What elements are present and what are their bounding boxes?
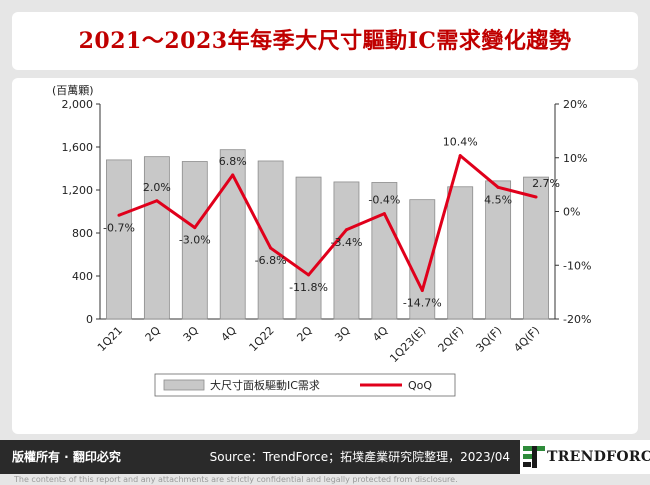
qoq-data-label: 2.0%: [143, 181, 171, 194]
x-tick-label: 1Q23(E): [387, 324, 428, 365]
x-tick-label: 3Q: [332, 324, 353, 345]
x-tick-label: 3Q: [181, 324, 202, 345]
bar: [181, 161, 208, 320]
qoq-data-label: -14.7%: [403, 297, 442, 310]
y-left-tick-label: 1,200: [62, 184, 94, 197]
qoq-data-label: -3.0%: [179, 234, 211, 247]
page-title: 2021～2023年每季大尺寸驅動IC需求變化趨勢: [78, 28, 572, 54]
qoq-point: [382, 212, 386, 216]
qoq-point: [458, 154, 462, 158]
qoq-point: [420, 289, 424, 293]
y-left-tick-label: 1,600: [62, 141, 94, 154]
qoq-data-label: -3.4%: [330, 236, 362, 249]
qoq-point: [193, 226, 197, 230]
qoq-data-label: -0.7%: [103, 221, 135, 234]
qoq-point: [269, 246, 273, 250]
qoq-data-label: 6.8%: [219, 155, 247, 168]
bar: [485, 180, 512, 320]
y-left-tick-label: 400: [72, 270, 93, 283]
bar: [257, 160, 284, 320]
legend-label-bar: 大尺寸面板驅動IC需求: [210, 378, 320, 392]
bar: [523, 176, 549, 320]
x-tick-label: 3Q(F): [473, 324, 504, 355]
qoq-line: [118, 154, 537, 293]
x-tick-label: 1Q21: [95, 324, 125, 354]
qoq-point: [307, 273, 311, 277]
confidentiality-disclaimer: The contents of this report and any atta…: [14, 475, 458, 484]
qoq-data-label: -11.8%: [289, 281, 328, 294]
y-left-tick-label: 2,000: [62, 98, 94, 111]
qoq-point: [117, 213, 121, 217]
title-panel: [12, 12, 638, 70]
bar: [447, 186, 474, 320]
bar: [371, 182, 398, 320]
y-right-tick-label: 20%: [563, 98, 587, 111]
bar: [333, 181, 360, 320]
qoq-point: [496, 185, 500, 189]
legend-bar-swatch: [163, 379, 205, 391]
legend-box: [154, 373, 456, 397]
x-tick-label: 4Q: [219, 324, 240, 345]
trendforce-logo-icon: [523, 446, 545, 468]
y-left-tick-label: 800: [72, 227, 93, 240]
bar: [143, 156, 170, 320]
qoq-point: [534, 195, 538, 199]
x-tick-label: 4Q(F): [511, 324, 542, 355]
bar: [106, 159, 132, 320]
y-axis-unit-label: (百萬顆): [52, 84, 94, 97]
x-tick-label: 2Q: [143, 324, 164, 345]
qoq-data-label: 10.4%: [443, 136, 478, 149]
brand-name: TRENDFORCE: [547, 449, 650, 465]
qoq-point: [344, 228, 348, 232]
x-tick-label: 1Q22: [247, 324, 277, 354]
x-tick-label: 4Q: [370, 324, 391, 345]
bar: [295, 176, 322, 320]
x-tick-label: 2Q(F): [436, 324, 467, 355]
qoq-data-label: -6.8%: [255, 254, 287, 267]
chart: (百萬顆) 0 400 800 1,200 1,600 2,000 -20% -10% 0% 10%…: [52, 84, 591, 397]
y-right-tick-label: -20%: [563, 313, 591, 326]
y-right-tick-label: 10%: [563, 152, 587, 165]
qoq-data-label: 2.7%: [532, 177, 560, 190]
qoq-data-label: 4.5%: [484, 193, 512, 206]
y-right-tick-label: -10%: [563, 259, 591, 272]
qoq-data-label: -0.4%: [368, 194, 400, 207]
logo-panel: [520, 440, 650, 474]
chart-panel: (百萬顆) 0 400 800 1,200 1,600 2,000 -20% -10% 0% 10%…: [12, 78, 638, 434]
legend-label-line: QoQ: [408, 379, 432, 392]
x-tick-label: 2Q: [294, 324, 315, 345]
copyright-notice: 版權所有 · 翻印必究: [12, 450, 121, 464]
y-right-tick-label: 0%: [563, 206, 580, 219]
qoq-point: [155, 199, 159, 203]
legend: 大尺寸面板驅動IC需求 QoQ: [154, 373, 456, 397]
qoq-point: [231, 173, 235, 177]
y-left-tick-label: 0: [86, 313, 93, 326]
source-note: Source：TrendForce；拓墣產業研究院整理，2023/04: [209, 450, 510, 464]
